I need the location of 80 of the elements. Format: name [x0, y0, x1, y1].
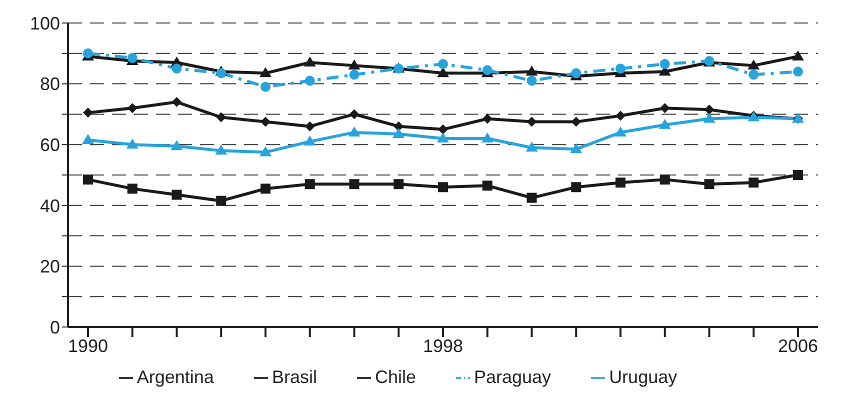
- point: [348, 60, 360, 70]
- point: [304, 136, 316, 146]
- point: [526, 192, 537, 203]
- legend-label: Uruguay: [609, 367, 678, 387]
- point: [172, 97, 182, 108]
- point: [748, 178, 759, 188]
- y-tick-label: 40: [40, 196, 60, 216]
- point: [793, 66, 803, 77]
- point: [304, 121, 315, 132]
- point: [482, 180, 492, 191]
- y-tick-label: 0: [50, 317, 60, 338]
- point: [127, 103, 138, 114]
- point: [260, 67, 272, 78]
- x-tick-label: 1990: [68, 336, 108, 356]
- point: [614, 126, 626, 136]
- point: [172, 190, 182, 200]
- point: [216, 68, 226, 78]
- point: [748, 70, 759, 80]
- point: [127, 184, 138, 194]
- point: [571, 116, 582, 127]
- y-tick-label: 80: [40, 74, 60, 94]
- point: [660, 59, 670, 70]
- point: [438, 124, 448, 134]
- y-tick-label: 60: [40, 134, 60, 155]
- point: [570, 143, 582, 154]
- x-tick-label: 2006: [778, 336, 818, 356]
- point: [127, 52, 138, 63]
- point: [482, 114, 492, 124]
- point: [349, 179, 360, 190]
- point: [526, 66, 538, 76]
- point: [216, 196, 226, 206]
- point: [82, 134, 94, 144]
- point: [172, 64, 182, 74]
- point: [793, 170, 803, 180]
- point: [704, 104, 714, 115]
- point: [348, 126, 360, 136]
- point: [394, 179, 404, 190]
- point: [481, 132, 494, 143]
- point: [438, 59, 448, 70]
- point: [704, 179, 714, 190]
- point: [660, 103, 670, 114]
- point: [616, 64, 626, 74]
- point: [83, 108, 93, 118]
- point: [215, 144, 228, 155]
- point: [216, 112, 226, 122]
- point: [792, 50, 804, 60]
- point: [170, 140, 183, 150]
- point: [660, 174, 670, 185]
- point: [349, 109, 360, 120]
- point: [349, 70, 360, 80]
- point: [83, 174, 93, 185]
- point: [394, 121, 404, 132]
- point: [658, 118, 671, 129]
- point: [703, 112, 716, 123]
- legend-label: Paraguay: [474, 367, 552, 387]
- point: [304, 76, 315, 86]
- y-tick-label: 20: [40, 256, 60, 277]
- legend-label: Brasil: [272, 367, 317, 387]
- point: [304, 56, 316, 67]
- point: [260, 146, 272, 156]
- point: [126, 138, 138, 149]
- y-tick-label: 100: [30, 13, 60, 34]
- point: [438, 182, 448, 192]
- point: [526, 116, 537, 127]
- legend-label: Argentina: [136, 367, 214, 387]
- point: [526, 142, 538, 152]
- point: [616, 110, 626, 121]
- point: [392, 128, 405, 138]
- point: [571, 182, 582, 192]
- point: [526, 76, 537, 86]
- point: [748, 60, 760, 70]
- point: [437, 67, 449, 78]
- point: [437, 132, 449, 143]
- point: [260, 82, 270, 92]
- legend-label: Chile: [374, 367, 416, 387]
- point: [260, 184, 270, 194]
- point: [260, 116, 270, 127]
- x-tick-label: 1998: [422, 336, 464, 356]
- point: [304, 179, 315, 190]
- point: [616, 178, 626, 188]
